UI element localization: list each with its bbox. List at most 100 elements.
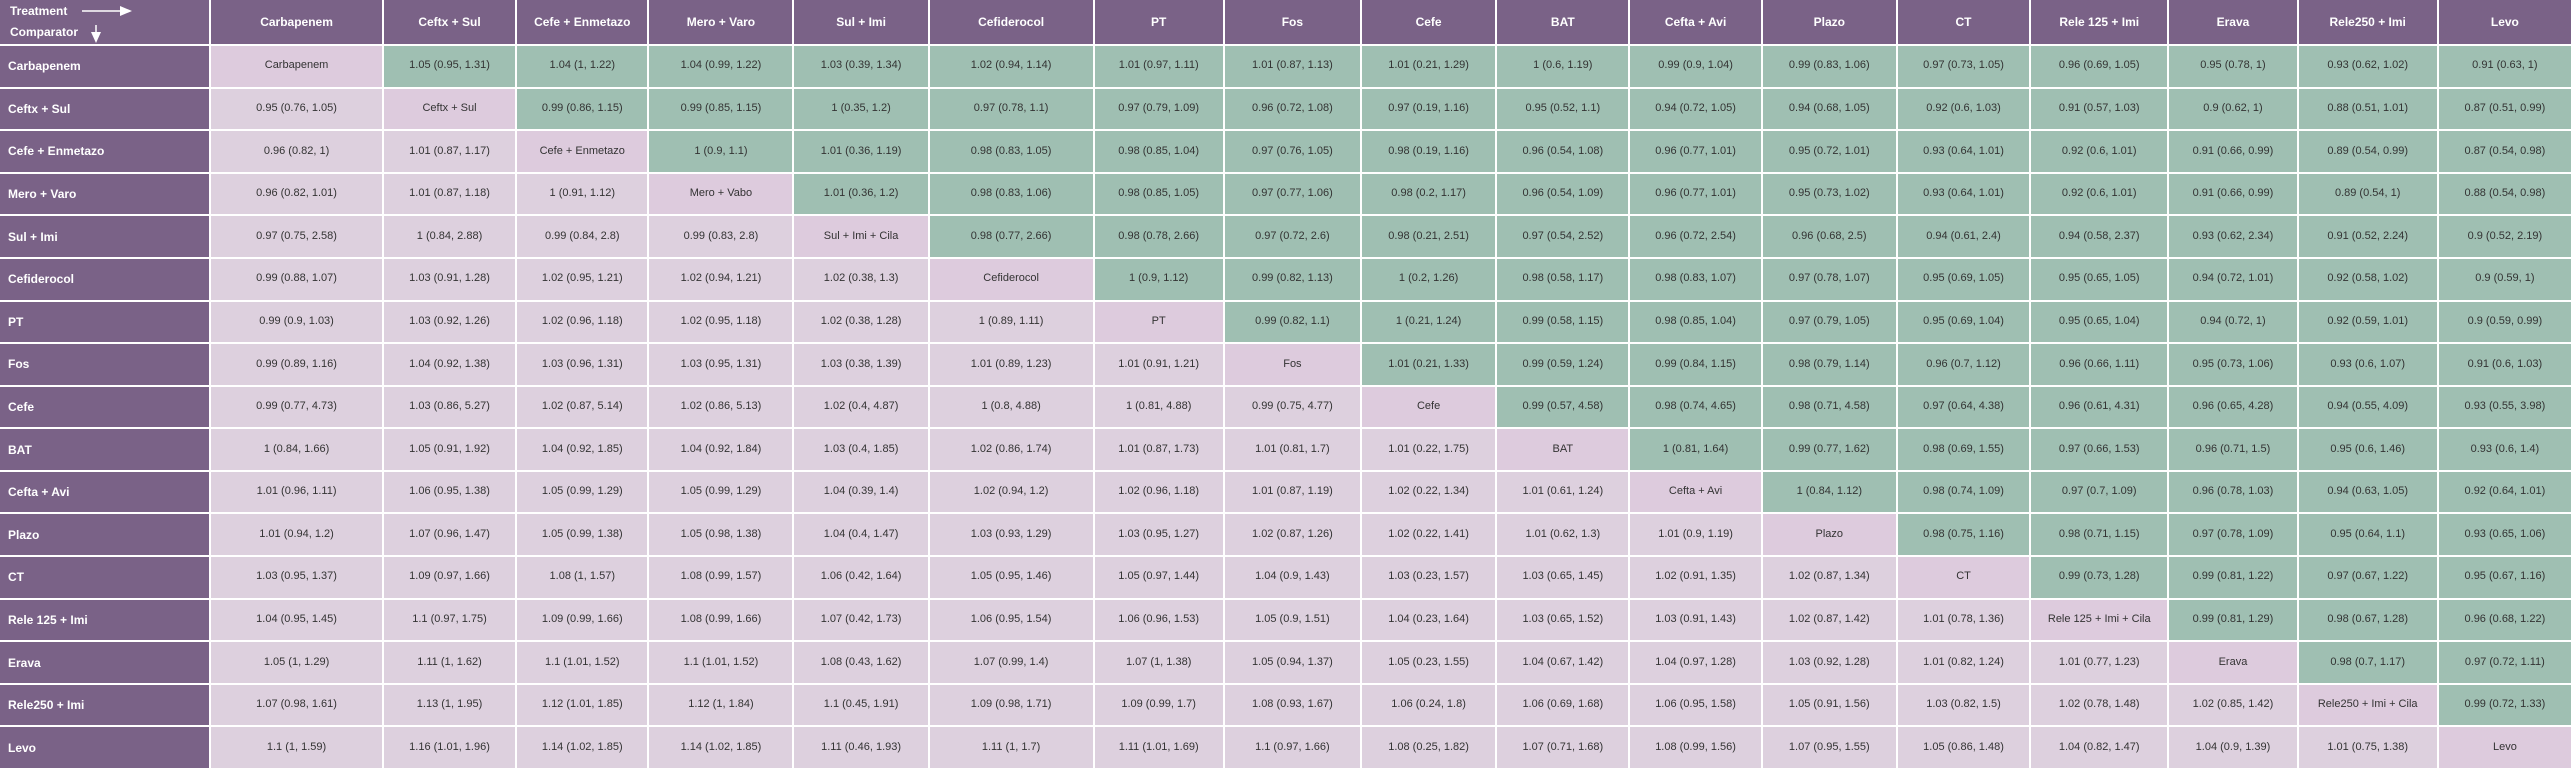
- cell: 1.01 (0.78, 1.36): [1897, 599, 2030, 641]
- cell: 1.04 (0.23, 1.64): [1361, 599, 1496, 641]
- cell: 0.95 (0.65, 1.04): [2031, 301, 2168, 343]
- cell: 1.11 (1, 1.62): [383, 642, 516, 683]
- cell: 1.03 (0.39, 1.34): [794, 46, 928, 87]
- cell: 0.96 (0.77, 1.01): [1630, 173, 1761, 215]
- cell: 1.1 (0.97, 1.75): [383, 599, 516, 641]
- cell: 1.1 (1.01, 1.52): [649, 642, 793, 683]
- diagonal-cell: Cefta + Avi: [1630, 471, 1761, 513]
- diagonal-cell: Rele250 + Imi + Cila: [2298, 684, 2437, 726]
- cell: 0.96 (0.66, 1.11): [2031, 344, 2168, 385]
- cell: 0.92 (0.6, 1.03): [1897, 88, 2030, 130]
- cell: 1 (0.84, 1.66): [211, 429, 382, 470]
- cell: 1.09 (0.99, 1.66): [517, 599, 648, 641]
- cell: 1 (0.9, 1.12): [1094, 258, 1223, 300]
- cell: 0.96 (0.61, 4.31): [2031, 386, 2168, 428]
- cell: 1.09 (0.99, 1.7): [1094, 684, 1223, 726]
- cell: 1.04 (0.92, 1.38): [383, 344, 516, 385]
- cell: 0.99 (0.84, 1.15): [1630, 344, 1761, 385]
- row-label: CT: [0, 557, 210, 598]
- cell: 0.99 (0.81, 1.22): [2169, 557, 2297, 598]
- cell: 1.12 (1, 1.84): [649, 684, 793, 726]
- cell: 0.92 (0.6, 1.01): [2031, 173, 2168, 215]
- cell: 1.02 (0.22, 1.41): [1361, 514, 1496, 556]
- cell: 1.04 (0.4, 1.47): [794, 514, 928, 556]
- cell: 1.02 (0.86, 5.13): [649, 386, 793, 428]
- cell: 1.1 (1, 1.59): [211, 727, 382, 768]
- cell: 1.01 (0.62, 1.3): [1497, 514, 1629, 556]
- cell: 0.98 (0.75, 1.16): [1897, 514, 2030, 556]
- cell: 0.99 (0.86, 1.15): [517, 88, 648, 130]
- cell: 0.99 (0.89, 1.16): [211, 344, 382, 385]
- cell: 0.9 (0.59, 0.99): [2438, 301, 2571, 343]
- cell: 1.04 (0.9, 1.39): [2169, 727, 2297, 768]
- cell: 0.92 (0.59, 1.01): [2298, 301, 2437, 343]
- column-header: BAT: [1497, 0, 1629, 44]
- cell: 1.07 (1, 1.38): [1094, 642, 1223, 683]
- column-header: PT: [1094, 0, 1223, 44]
- cell: 1.02 (0.78, 1.48): [2031, 684, 2168, 726]
- cell: 0.92 (0.58, 1.02): [2298, 258, 2437, 300]
- diagonal-cell: Cefe + Enmetazo: [517, 131, 648, 172]
- cell: 0.95 (0.72, 1.01): [1762, 131, 1896, 172]
- diagonal-cell: Plazo: [1762, 514, 1896, 556]
- cell: 1.08 (1, 1.57): [517, 557, 648, 598]
- cell: 1.01 (0.87, 1.19): [1224, 471, 1360, 513]
- cell: 1.01 (0.21, 1.33): [1361, 344, 1496, 385]
- cell: 0.91 (0.6, 1.03): [2438, 344, 2571, 385]
- diagonal-cell: Cefe: [1361, 386, 1496, 428]
- column-header: Rele 125 + Imi: [2031, 0, 2168, 44]
- cell: 1.02 (0.96, 1.18): [1094, 471, 1223, 513]
- column-header: Rele250 + Imi: [2298, 0, 2437, 44]
- cell: 1.03 (0.65, 1.52): [1497, 599, 1629, 641]
- cell: 1.05 (0.99, 1.29): [649, 471, 793, 513]
- cell: 0.98 (0.67, 1.28): [2298, 599, 2437, 641]
- cell: 1.11 (1.01, 1.69): [1094, 727, 1223, 768]
- cell: 1.05 (0.98, 1.38): [649, 514, 793, 556]
- cell: 0.94 (0.68, 1.05): [1762, 88, 1896, 130]
- cell: 0.89 (0.54, 1): [2298, 173, 2437, 215]
- cell: 0.97 (0.78, 1.07): [1762, 258, 1896, 300]
- cell: 0.94 (0.63, 1.05): [2298, 471, 2437, 513]
- cell: 0.95 (0.76, 1.05): [211, 88, 382, 130]
- cell: 1.07 (0.95, 1.55): [1762, 727, 1896, 768]
- cell: 0.87 (0.51, 0.99): [2438, 88, 2571, 130]
- cell: 1.03 (0.65, 1.45): [1497, 557, 1629, 598]
- cell: 1.02 (0.91, 1.35): [1630, 557, 1761, 598]
- column-header: Cefiderocol: [929, 0, 1093, 44]
- cell: 1.01 (0.9, 1.19): [1630, 514, 1761, 556]
- cell: 1.03 (0.95, 1.31): [649, 344, 793, 385]
- cell: 1.08 (0.93, 1.67): [1224, 684, 1360, 726]
- cell: 1.01 (0.87, 1.13): [1224, 46, 1360, 87]
- row-label: Cefiderocol: [0, 258, 210, 300]
- cell: 0.98 (0.83, 1.07): [1630, 258, 1761, 300]
- cell: 0.93 (0.64, 1.01): [1897, 173, 2030, 215]
- cell: 1 (0.2, 1.26): [1361, 258, 1496, 300]
- cell: 0.97 (0.75, 2.58): [211, 216, 382, 257]
- cell: 0.98 (0.85, 1.04): [1630, 301, 1761, 343]
- cell: 0.91 (0.66, 0.99): [2169, 131, 2297, 172]
- cell: 1.02 (0.87, 1.34): [1762, 557, 1896, 598]
- cell: 1 (0.21, 1.24): [1361, 301, 1496, 343]
- row-label: Cefe: [0, 386, 210, 428]
- diagonal-cell: Levo: [2438, 727, 2571, 768]
- row-label: Cefta + Avi: [0, 471, 210, 513]
- cell: 0.99 (0.82, 1.1): [1224, 301, 1360, 343]
- cell: 0.98 (0.2, 1.17): [1361, 173, 1496, 215]
- column-header: Plazo: [1762, 0, 1896, 44]
- cell: 1.03 (0.96, 1.31): [517, 344, 648, 385]
- cell: 1.13 (1, 1.95): [383, 684, 516, 726]
- cell: 0.91 (0.66, 0.99): [2169, 173, 2297, 215]
- cell: 0.91 (0.63, 1): [2438, 46, 2571, 87]
- cell: 1.01 (0.96, 1.11): [211, 471, 382, 513]
- row-label: Erava: [0, 642, 210, 683]
- cell: 1.14 (1.02, 1.85): [517, 727, 648, 768]
- cell: 1 (0.91, 1.12): [517, 173, 648, 215]
- cell: 1.01 (0.82, 1.24): [1897, 642, 2030, 683]
- cell: 0.9 (0.52, 2.19): [2438, 216, 2571, 257]
- cell: 1 (0.81, 1.64): [1630, 429, 1761, 470]
- cell: 0.99 (0.75, 4.77): [1224, 386, 1360, 428]
- cell: 1.02 (0.85, 1.42): [2169, 684, 2297, 726]
- cell: 1.01 (0.36, 1.2): [794, 173, 928, 215]
- cell: 1.02 (0.94, 1.21): [649, 258, 793, 300]
- cell: 0.99 (0.84, 2.8): [517, 216, 648, 257]
